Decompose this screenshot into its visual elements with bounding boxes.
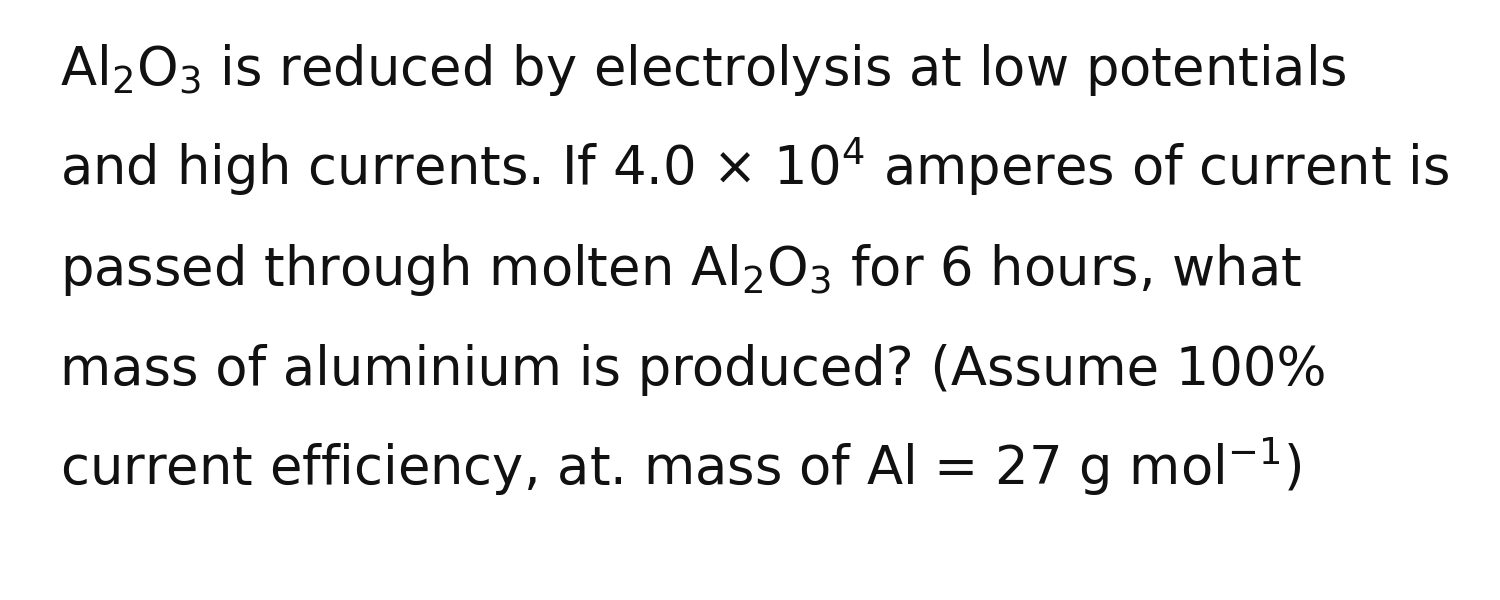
Text: current efficiency, at. mass of Al = 27 g mol$^{\mathsf{-1}}$): current efficiency, at. mass of Al = 27 …	[60, 436, 1302, 498]
Text: mass of aluminium is produced? (Assume 100%: mass of aluminium is produced? (Assume 1…	[60, 344, 1326, 396]
Text: and high currents. If 4.0 × 10$^{\mathsf{4}}$ amperes of current is: and high currents. If 4.0 × 10$^{\mathsf…	[60, 136, 1449, 198]
Text: passed through molten Al$_{\mathsf{2}}$O$_{\mathsf{3}}$ for 6 hours, what: passed through molten Al$_{\mathsf{2}}$O…	[60, 242, 1302, 298]
Text: Al$_{\mathsf{2}}$O$_{\mathsf{3}}$ is reduced by electrolysis at low potentials: Al$_{\mathsf{2}}$O$_{\mathsf{3}}$ is red…	[60, 42, 1347, 98]
